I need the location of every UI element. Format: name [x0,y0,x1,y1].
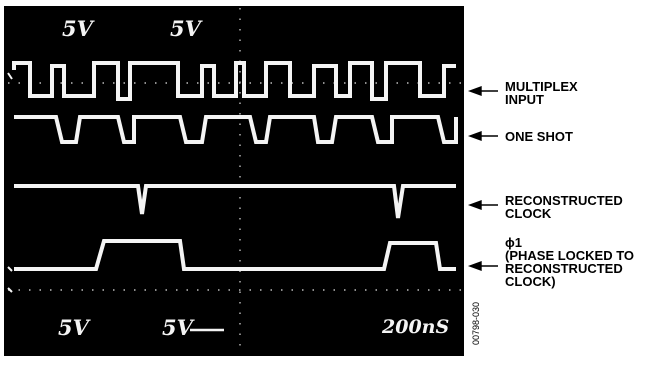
label-phi1: ϕ1 (PHASE LOCKED TO RECONSTRUCTED CLOCK) [505,235,635,289]
label-reconstructed-clock: RECONSTRUCTED CLOCK [505,193,623,221]
label-arrows [467,86,498,271]
trace-multiplex-input [12,61,456,101]
trace-one-shot [14,115,458,144]
timebase-label: 200nS [382,316,450,338]
scale-bottom-left: 5V [58,315,89,340]
scale-bottom-mid: 5V [162,315,193,340]
ground-marker [7,287,13,293]
trace-reconstructed-clock [14,184,456,219]
trace-phi1 [14,239,456,271]
label-one-shot: ONE SHOT [505,129,573,144]
ground-marker [7,266,13,272]
figure-id: 00798-030 [471,301,481,345]
scale-top-mid: 5V [170,16,201,41]
label-multiplex-input: MULTIPLEX INPUT [505,79,578,107]
scale-bottom-mid-dash [190,328,224,332]
waveforms [7,61,458,293]
ground-marker [7,72,13,80]
scale-top-left: 5V [62,16,93,41]
scope-screen [4,6,464,356]
